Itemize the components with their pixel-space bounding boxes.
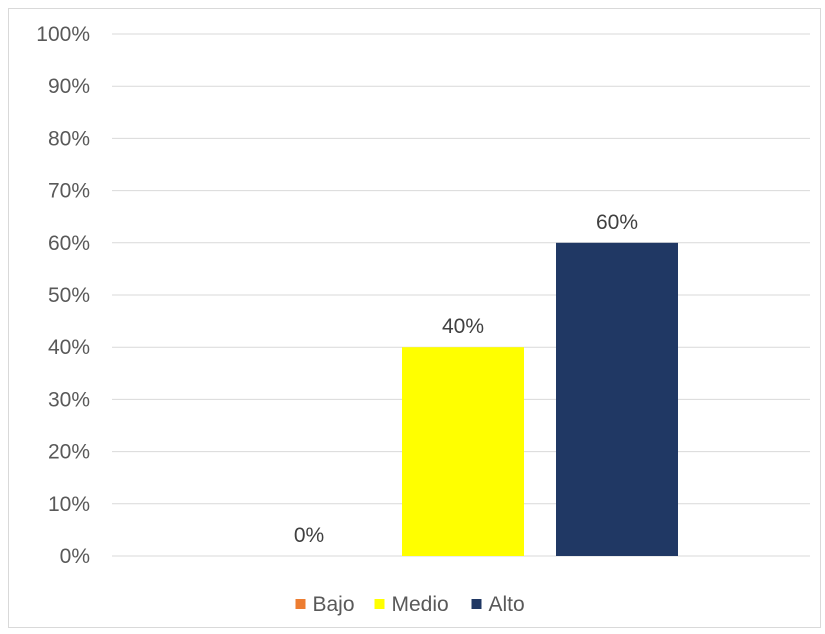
y-axis-tick-labels: 0% 10% 20% 30% 40% 50% 60% 70% 80% 90% 100% bbox=[36, 23, 90, 568]
y-tick-label: 50% bbox=[48, 284, 90, 307]
y-tick-label: 70% bbox=[48, 180, 90, 203]
legend-swatch-medio bbox=[374, 599, 385, 609]
y-tick-label: 90% bbox=[48, 75, 90, 98]
grid-lines bbox=[112, 33, 810, 557]
legend-label-alto: Alto bbox=[489, 593, 525, 616]
data-labels: 0% 40% 60% bbox=[294, 211, 638, 547]
data-label-alto: 60% bbox=[596, 211, 638, 234]
y-tick-label: 30% bbox=[48, 388, 90, 411]
bar-medio bbox=[402, 347, 524, 556]
y-tick-label: 40% bbox=[48, 336, 90, 359]
legend-label-medio: Medio bbox=[392, 593, 449, 616]
y-tick-label: 10% bbox=[48, 493, 90, 516]
bar-alto bbox=[556, 242, 678, 557]
legend-item-bajo: Bajo bbox=[295, 593, 355, 616]
bars bbox=[402, 242, 678, 557]
y-tick-label: 0% bbox=[60, 545, 90, 568]
legend-label-bajo: Bajo bbox=[313, 593, 355, 616]
y-tick-label: 80% bbox=[48, 127, 90, 150]
data-label-medio: 40% bbox=[442, 315, 484, 338]
legend: Bajo Medio Alto bbox=[295, 593, 525, 616]
legend-swatch-alto bbox=[471, 599, 482, 609]
y-tick-label: 20% bbox=[48, 441, 90, 464]
y-tick-label: 100% bbox=[36, 23, 90, 46]
legend-swatch-bajo bbox=[295, 599, 306, 609]
legend-item-medio: Medio bbox=[374, 593, 449, 616]
legend-item-alto: Alto bbox=[471, 593, 525, 616]
y-tick-label: 60% bbox=[48, 232, 90, 255]
data-label-bajo: 0% bbox=[294, 524, 324, 547]
